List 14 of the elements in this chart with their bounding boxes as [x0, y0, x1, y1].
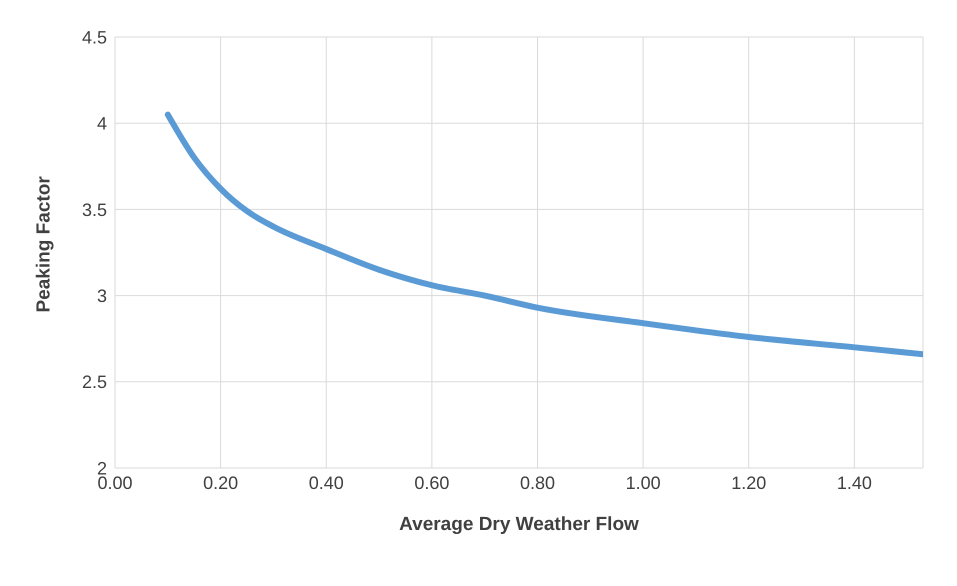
x-tick-label: 0.20 — [203, 472, 238, 493]
y-tick-label: 4 — [96, 114, 107, 134]
x-tick-label: 1.00 — [626, 472, 661, 493]
x-tick-label: 1.40 — [836, 472, 872, 493]
y-tick-label: 3.5 — [82, 200, 107, 220]
x-tick-label: 0.60 — [414, 472, 450, 493]
x-tick-label: 0.40 — [308, 472, 344, 493]
x-tick-label: 1.20 — [731, 472, 766, 493]
y-tick-label: 4.5 — [82, 27, 107, 48]
y-tick-label: 2.5 — [82, 372, 107, 392]
x-tick-label: 0.80 — [520, 472, 556, 493]
y-axis-title: Peaking Factor — [34, 176, 55, 312]
y-tick-label: 3 — [96, 286, 107, 306]
x-axis-title: Average Dry Weather Flow — [399, 514, 640, 535]
